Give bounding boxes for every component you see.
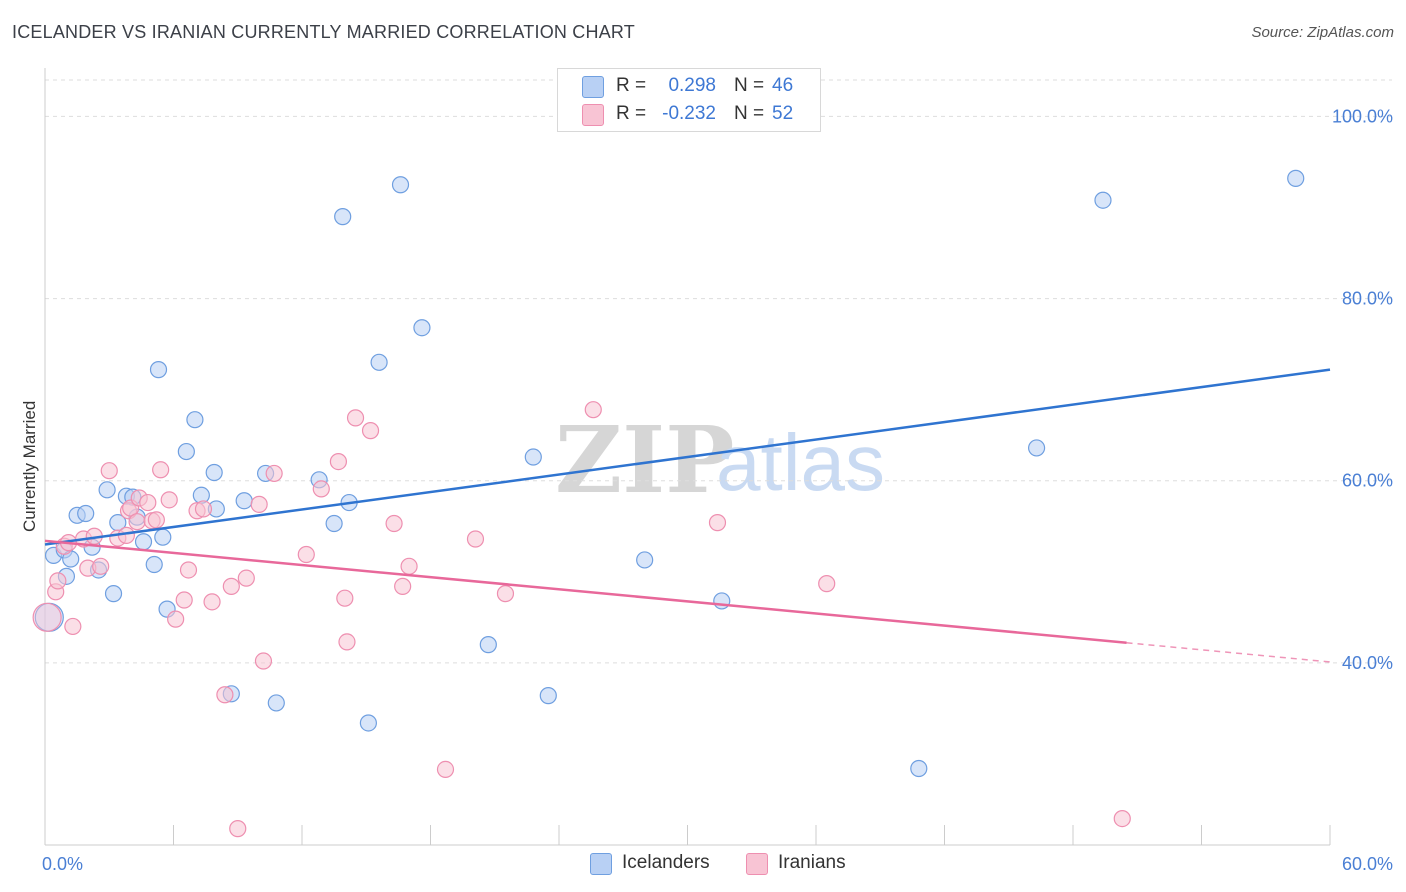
x-tick-label-min: 0.0% — [42, 854, 83, 874]
iranian-point — [92, 557, 110, 575]
icelander-point — [98, 481, 116, 499]
iranian-point — [194, 500, 213, 518]
iranian-point — [818, 575, 836, 593]
icelander-point — [149, 361, 168, 379]
iranian-point — [312, 480, 330, 498]
iranian-point — [49, 572, 67, 590]
y-tick-label: 100.0% — [1332, 106, 1393, 126]
icelander-point — [325, 514, 343, 533]
watermark-atlas: atlas — [716, 418, 885, 507]
icelander-point — [145, 555, 163, 574]
icelander-point — [334, 208, 352, 226]
icelander-point — [205, 463, 223, 482]
iranian-point — [147, 511, 165, 529]
iranian-point — [167, 610, 185, 628]
iranian-point — [584, 401, 602, 419]
iranian-point — [152, 461, 170, 479]
icelander-point — [370, 353, 388, 371]
iranian-point — [160, 491, 178, 509]
iranians-legend-label: Iranians — [778, 852, 846, 873]
icelander-point — [524, 448, 542, 466]
x-tick-label-max: 60.0% — [1342, 854, 1393, 874]
iranian-point — [1113, 809, 1131, 828]
iranian-point — [400, 557, 418, 575]
iranian-point — [64, 617, 82, 636]
iranian-point — [346, 409, 365, 427]
legend-r-value: 0.298 — [668, 75, 716, 96]
icelander-point — [713, 592, 731, 610]
iranian-point — [708, 514, 727, 532]
iranian-point — [436, 760, 455, 779]
legend-n-value: 52 — [772, 103, 794, 124]
iranian-point — [32, 602, 62, 632]
iranian-point — [175, 591, 193, 609]
icelander-point — [636, 551, 654, 569]
legend-n-label: N = — [734, 75, 765, 96]
y-tick-label: 40.0% — [1342, 653, 1393, 673]
icelander-point — [1094, 191, 1112, 209]
iranian-point — [254, 652, 273, 670]
iranian-point — [222, 577, 240, 595]
icelander-point — [539, 687, 557, 705]
iranian-point — [139, 493, 157, 512]
legend-r-label: R = — [616, 103, 647, 124]
icelander-point — [391, 176, 410, 194]
iranian-point — [496, 585, 515, 603]
iranian-trend-line-extension — [1126, 642, 1331, 663]
chart-source: Source: ZipAtlas.com — [1251, 24, 1394, 41]
bottom-legend-icelanders: Icelanders — [590, 851, 730, 877]
iranian-point — [466, 530, 485, 548]
iranians-legend-swatch — [746, 853, 768, 875]
icelander-trend-line — [44, 368, 1331, 546]
icelander-point — [479, 636, 497, 654]
watermark-zip: ZIP — [555, 406, 734, 514]
iranian-point — [128, 513, 146, 531]
iranian-point — [336, 589, 354, 607]
iranian-point — [179, 561, 198, 579]
iranian-point — [100, 462, 118, 480]
icelander-point — [359, 714, 377, 732]
legend-n-value: 46 — [772, 75, 794, 96]
icelander-point — [134, 533, 153, 551]
iranians-swatch — [582, 104, 604, 126]
y-tick-label: 80.0% — [1342, 289, 1393, 309]
icelander-point — [235, 492, 253, 510]
icelander-point — [1027, 439, 1046, 457]
icelander-point — [267, 694, 285, 712]
legend-r-label: R = — [616, 75, 647, 96]
iranian-point — [329, 452, 348, 471]
y-tick-label: 60.0% — [1342, 471, 1393, 491]
icelander-point — [910, 759, 928, 778]
icelanders-swatch — [582, 76, 604, 98]
icelander-point — [104, 585, 123, 603]
iranian-point — [203, 593, 221, 611]
iranian-point — [229, 820, 247, 838]
icelander-point — [186, 411, 204, 429]
icelander-point — [177, 442, 195, 461]
iranian-point — [216, 686, 234, 704]
icelander-point — [413, 319, 431, 337]
legend-n-label: N = — [734, 103, 765, 124]
bottom-legend-iranians: Iranians — [746, 851, 866, 877]
iranian-point — [385, 514, 403, 533]
iranian-point — [338, 633, 356, 651]
iranian-point — [297, 545, 315, 564]
legend-r-value: -0.232 — [662, 103, 716, 124]
icelander-point — [154, 528, 172, 546]
icelander-point — [77, 504, 95, 523]
correlation-legend: R = 0.298 N = 46 R = -0.232 N = 52 — [557, 68, 821, 132]
iranian-point — [250, 495, 268, 513]
chart-title: ICELANDER VS IRANIAN CURRENTLY MARRIED C… — [12, 22, 635, 42]
iranian-point — [237, 569, 255, 587]
icelanders-legend-swatch — [590, 853, 612, 875]
iranian-point — [361, 422, 380, 440]
iranian-point — [394, 577, 412, 595]
iranian-trend-line — [44, 539, 1127, 645]
legend-row-iranians: R = -0.232 N = 52 — [558, 100, 820, 128]
icelanders-legend-label: Icelanders — [622, 852, 710, 873]
iranian-point — [265, 464, 283, 483]
icelander-point — [1287, 169, 1305, 187]
legend-row-icelanders: R = 0.298 N = 46 — [558, 72, 820, 100]
